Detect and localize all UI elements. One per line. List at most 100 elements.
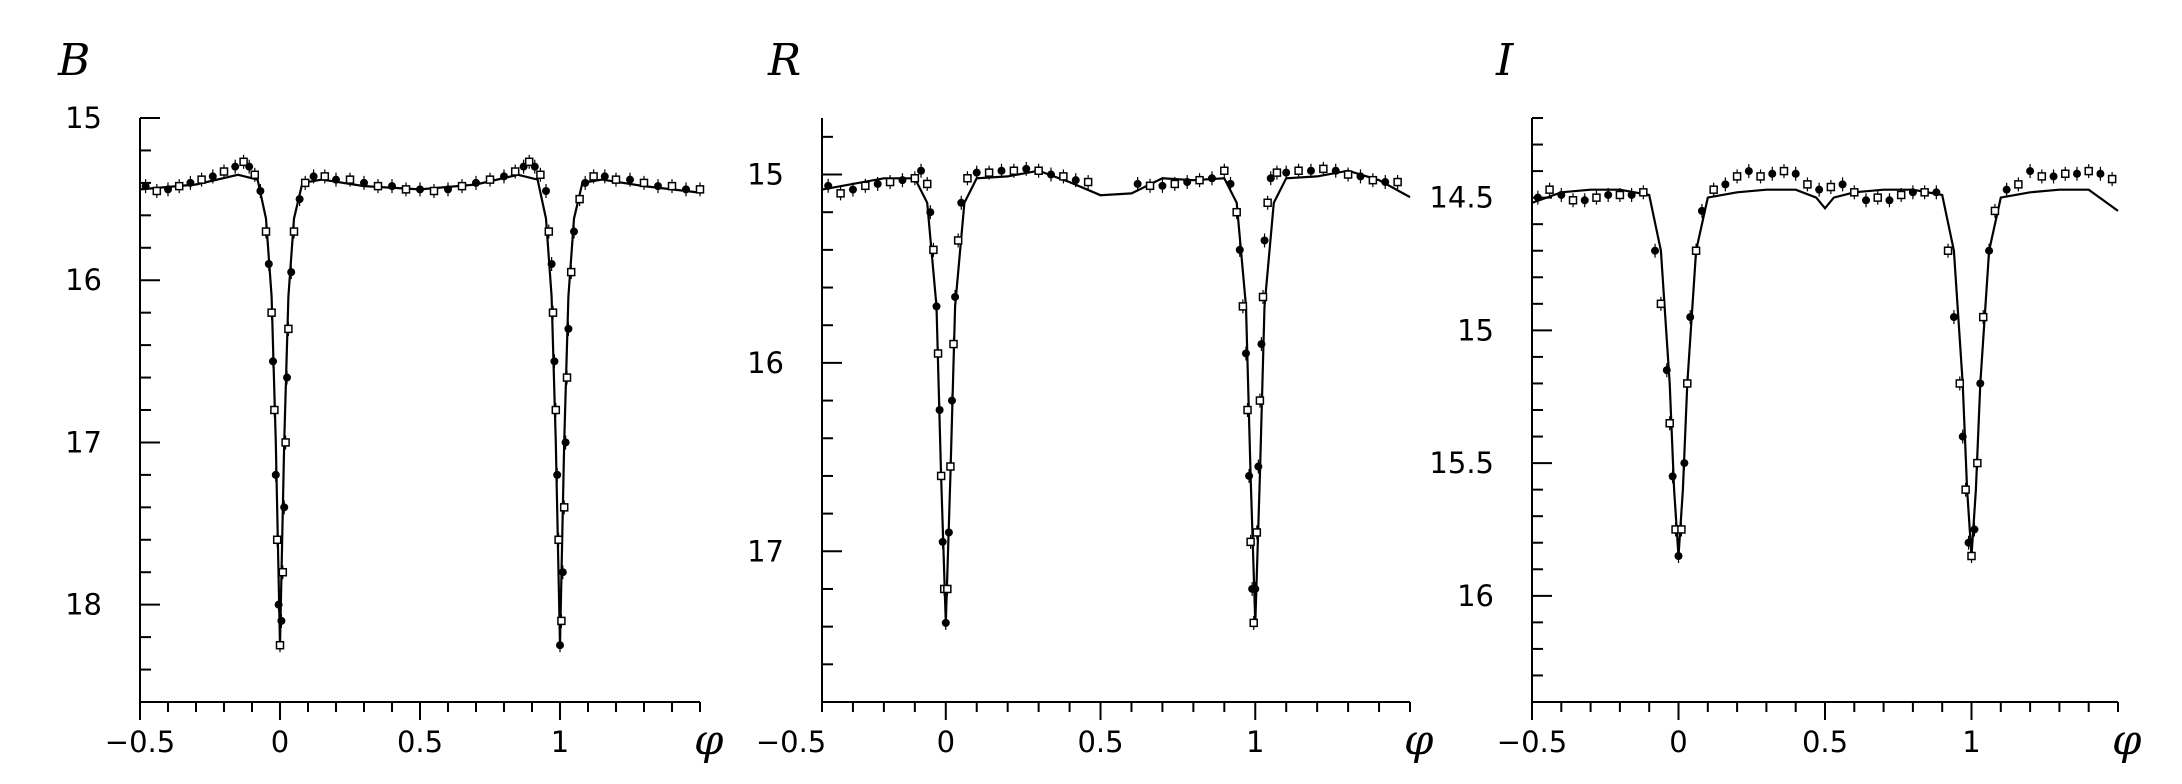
panel-i-data-point [1970,525,1979,534]
panel-i-data-point [1873,193,1882,202]
panel-b-data-point [575,194,584,204]
panel-r-data-point [1245,471,1254,480]
panel-r-data-point [1034,166,1043,175]
panel-i-data-point [1976,379,1985,388]
panel-b-data-point [554,535,563,545]
panel-i-y-tick-label: 14.5 [1429,181,1494,215]
panel-b-data-point [283,373,291,382]
panel-r-data-point [963,174,972,183]
panel-r-data-point [1306,166,1315,175]
panel-b-data-point [557,616,566,626]
panel-r-data-point [943,584,952,594]
panel-b-data-point [553,470,562,479]
panel-r-x-tick-label: −0.5 [756,725,826,759]
panel-b-data-point [457,181,467,191]
panel-b-data-point [589,172,598,181]
panel-i-data-point [1674,552,1683,560]
panel-r-data-point [1220,166,1229,175]
panel-b-data-point [551,405,561,415]
panel-b-data-point [695,185,705,194]
panel-i-data-point [1803,180,1812,189]
panel-r-x-tick-label: 0.5 [1077,725,1123,759]
panel-b-data-point [485,175,495,184]
panel-i-data-point [1651,246,1660,255]
panel-i-data-point [1697,206,1706,215]
panel-b-data-point [197,175,206,184]
panel-r-data-point [1254,462,1263,471]
panel-r-y-tick-label: 15 [747,158,784,192]
panel-r-data-point [910,174,920,183]
panel-i-model-curve [1531,188,2119,557]
panel-i-data-point [1680,459,1689,468]
panel-r-data-point [1083,177,1093,187]
panel-r: −0.5 0 0.5 1 15 16 17 Rφ [747,35,1434,764]
panel-b-data-point [280,503,289,512]
panel-i-data-point [1850,188,1859,197]
panel-r-data-point [1356,172,1365,181]
panel-b-y-tick-label: 15 [65,101,102,135]
panel-i-data-point [1973,458,1982,468]
panel-b-data-point [536,170,545,180]
panel-i-data-point [1838,180,1847,189]
panel-r-data-point [1260,236,1269,245]
panel-i-y-tick-label: 15 [1457,313,1494,347]
panel-i-x-tick-label: 0 [1669,725,1687,759]
panel-i-data-point [1568,196,1578,205]
panel-r-data-point [1047,170,1056,179]
panel-i-data-point [2061,169,2070,178]
panel-b-data-point [559,503,569,512]
panel-r-y-tick-label: 17 [747,534,784,568]
panel-b-data-point [264,260,273,268]
panel-r-data-point [1272,168,1282,177]
panel-r-data-point [935,406,944,414]
panel-r-data-point [946,462,955,471]
panel-r-data-point [1257,340,1266,349]
panel-i-data-point [1768,169,1777,178]
panel-b-data-point [274,600,283,609]
panel-i-title: I [1495,35,1515,86]
panel-i-data-point [1668,472,1677,481]
panel-r-data-point [1393,177,1402,187]
panel-b-data-point [626,175,634,184]
panel-r-data-point [1252,528,1262,537]
panel-b-model-curve [139,173,701,646]
panel-r-data-point [836,189,845,198]
panel-b-data-point [309,172,318,181]
panel-r-x-tick-label: 1 [1246,725,1264,759]
panel-r-data-point [1232,207,1241,217]
panel-i-data-point [1677,525,1686,534]
panel-b-x-axis-label: φ [694,715,724,764]
panel-r-data-point [1207,174,1216,183]
panel-r-data-point [951,292,960,301]
panel-r-data-point [873,179,882,188]
panel-r-data-point [949,339,958,349]
panel-i-data-point [2096,169,2105,178]
panel-r-data-point [1022,164,1031,173]
panel-i-x-tick-label: −0.5 [1497,725,1567,759]
panel-r-data-point [1059,172,1068,181]
panel-b-data-point [271,470,280,479]
panel-i-data-point [1744,167,1753,176]
panel-i-data-point [1627,190,1636,199]
panel-i-data-point [1721,180,1730,189]
panel-i-data-point [1826,182,1836,192]
panel-b-data-point [295,195,304,204]
panel-r-data-point [1294,166,1303,175]
panel-r-data-point [1195,175,1204,185]
panel-r-data-point [1282,168,1291,177]
panel-i-data-point [2107,174,2117,184]
panel-r-data-point [1071,176,1080,185]
panel-b-data-point [174,181,184,191]
panel-i-data-point [1683,379,1692,388]
panel-b-data-point [231,162,240,171]
panel-r-data-point [1381,178,1390,187]
panel-b-data-point [388,182,396,191]
panel-b-data-point [510,167,520,176]
panel-r-data-point [1238,302,1248,311]
panel-i-data-point [1615,190,1625,200]
panel-b-data-point [275,640,285,650]
panel-b-data-point [600,172,609,181]
panel-r-model-curve [821,169,1411,623]
panel-b-data-point [320,172,330,181]
panel-b-y-tick-label: 16 [65,263,102,297]
